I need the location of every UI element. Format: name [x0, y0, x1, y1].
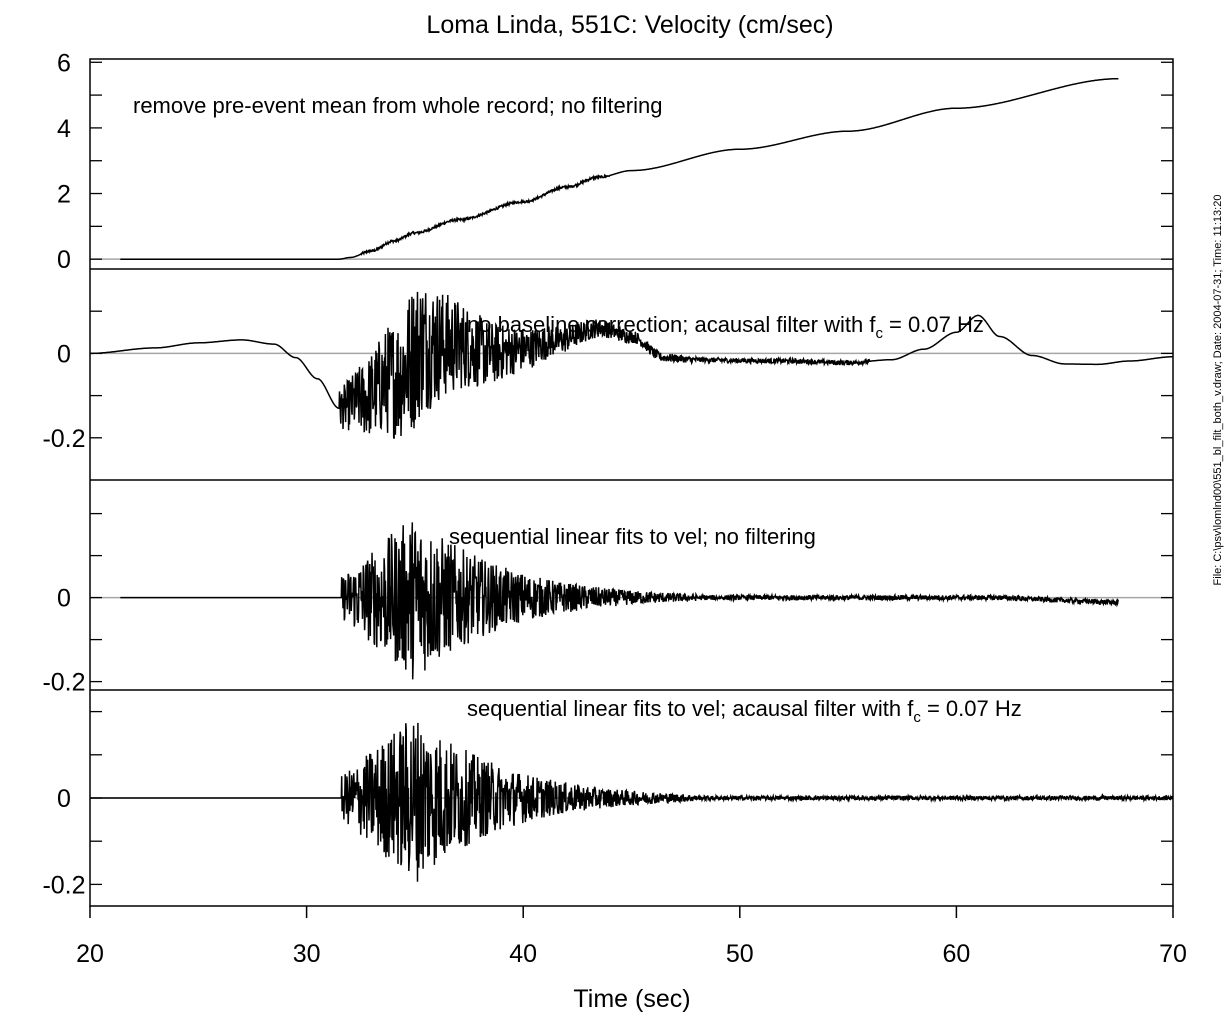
y-tick-label: 2 [57, 181, 71, 209]
panel-annotation: no baseline correction; acausal filter w… [467, 312, 984, 342]
series-line [120, 77, 1119, 260]
panel-1: 0 2 4 6 remove pre-event mean from whole rec… [57, 49, 1173, 274]
series-line [120, 522, 1120, 680]
x-tick-label: 50 [726, 940, 754, 968]
x-tick-label: 60 [942, 940, 970, 968]
panel-annotation: sequential linear fits to vel; acausal f… [467, 696, 1022, 726]
x-tick-label: 30 [293, 940, 321, 968]
panel-annotation: sequential linear fits to vel; no filter… [449, 524, 816, 549]
y-tick-label: -0.2 [42, 669, 85, 697]
series-line [90, 291, 1173, 439]
x-axis: 20 30 40 50 60 70 [76, 906, 1187, 968]
y-tick-label: 0 [57, 585, 71, 613]
y-tick-label: 0 [57, 785, 71, 813]
y-tick-label: -0.2 [42, 871, 85, 899]
x-tick-label: 20 [76, 940, 104, 968]
y-tick-label: 4 [57, 115, 71, 143]
side-note: File: C:\psv\lomlnd00\551_bl_filt_both_v… [1212, 195, 1224, 586]
y-tick-label: 6 [57, 49, 71, 77]
panel-4: -0.2 0 sequential linear fits to vel; acau… [42, 689, 1173, 899]
plot-frame [89, 58, 1174, 907]
panel-2: -0.2 0 no baseline correction; acausal fil… [42, 268, 1173, 453]
y-tick-label: -0.2 [42, 425, 85, 453]
panel-annotation: remove pre-event mean from whole record;… [133, 93, 662, 118]
series-line [90, 722, 1173, 882]
y-tick-label: 0 [57, 340, 71, 368]
panels: 0 2 4 6 remove pre-event mean from whole rec… [42, 49, 1173, 899]
x-tick-label: 40 [509, 940, 537, 968]
chart-title: Loma Linda, 551C: Velocity (cm/sec) [426, 11, 833, 39]
y-tick-label: 0 [57, 246, 71, 274]
x-axis-label: Time (sec) [573, 985, 690, 1013]
panel-3: -0.2 0 sequential linear fits to vel; no f… [42, 479, 1173, 697]
x-tick-label: 70 [1159, 940, 1187, 968]
